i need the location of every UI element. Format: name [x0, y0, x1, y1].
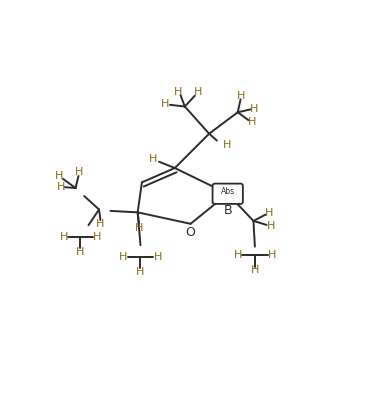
- Text: H: H: [223, 140, 231, 150]
- Text: H: H: [234, 250, 242, 260]
- Text: H: H: [248, 117, 256, 127]
- Text: H: H: [135, 223, 143, 233]
- Text: H: H: [251, 265, 259, 275]
- Text: H: H: [266, 221, 275, 231]
- Text: H: H: [161, 99, 170, 109]
- Text: H: H: [76, 246, 85, 256]
- Text: H: H: [265, 208, 273, 218]
- Text: H: H: [119, 252, 128, 261]
- FancyBboxPatch shape: [213, 184, 243, 204]
- Text: H: H: [96, 219, 105, 229]
- Text: B: B: [223, 204, 232, 217]
- Text: H: H: [250, 104, 259, 114]
- Text: H: H: [60, 231, 68, 242]
- Text: H: H: [56, 182, 65, 192]
- Text: H: H: [154, 252, 162, 261]
- Text: H: H: [237, 91, 245, 101]
- Text: H: H: [193, 87, 202, 97]
- Text: H: H: [268, 250, 276, 260]
- Text: H: H: [174, 87, 183, 97]
- Text: Abs: Abs: [221, 187, 235, 196]
- Text: O: O: [186, 226, 196, 239]
- Text: H: H: [75, 167, 83, 177]
- Text: H: H: [55, 171, 63, 181]
- Text: H: H: [93, 231, 101, 242]
- Text: H: H: [136, 267, 145, 276]
- Text: H: H: [149, 154, 158, 164]
